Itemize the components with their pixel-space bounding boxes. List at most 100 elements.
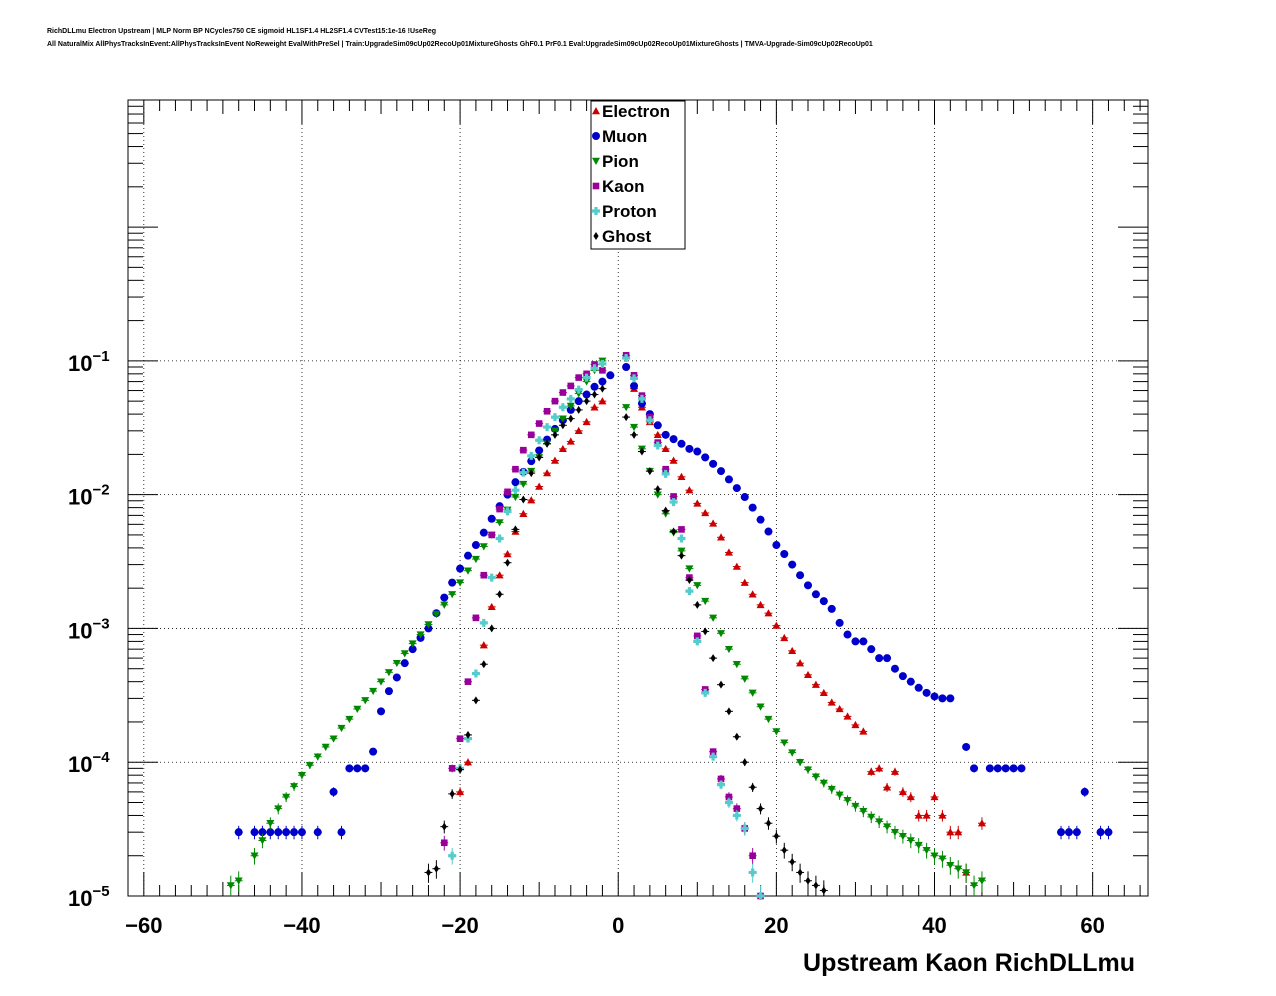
pion-marker — [724, 645, 733, 654]
ghost-marker — [528, 469, 534, 478]
electron-marker — [558, 444, 567, 453]
proton-point — [566, 394, 575, 403]
x-tick-label: −40 — [283, 913, 320, 938]
pion-point — [392, 659, 401, 668]
pion-marker — [574, 390, 583, 398]
electron-point — [938, 809, 947, 822]
data-points — [226, 352, 1113, 901]
pion-point — [266, 817, 275, 830]
muon-marker — [1064, 828, 1073, 837]
pion-point — [811, 772, 820, 781]
muon-marker — [669, 435, 678, 444]
ghost-marker — [568, 414, 574, 423]
electron-point — [535, 482, 544, 490]
proton-point — [661, 469, 670, 478]
proton-point — [685, 587, 694, 596]
pion-marker — [653, 491, 662, 499]
pion-point — [630, 423, 639, 432]
muon-marker — [1096, 828, 1105, 837]
proton-point — [487, 573, 496, 582]
proton-marker — [511, 486, 520, 495]
ghost-point — [740, 758, 749, 767]
muon-point — [938, 694, 947, 703]
electron-point — [527, 496, 536, 504]
electron-point — [859, 727, 868, 735]
ghost-marker — [781, 846, 787, 855]
pion-marker — [962, 869, 971, 877]
muon-point — [677, 439, 686, 448]
muon-marker — [985, 764, 994, 773]
electron-point — [487, 602, 496, 611]
legend-label-electron: Electron — [602, 102, 670, 121]
muon-point — [1017, 764, 1026, 773]
ghost-marker — [694, 600, 700, 609]
muon-point — [234, 825, 243, 840]
pion-point — [400, 650, 409, 658]
electron-marker — [590, 403, 599, 411]
ghost-point — [788, 853, 797, 872]
proton-point — [732, 809, 741, 822]
pion-marker — [511, 493, 520, 502]
ghost-marker — [441, 822, 447, 831]
muon-marker — [677, 439, 686, 448]
pion-point — [954, 860, 963, 879]
muon-marker — [859, 637, 868, 646]
pion-point — [890, 825, 899, 840]
muon-marker — [788, 560, 797, 569]
ghost-marker — [560, 421, 566, 430]
pion-marker — [392, 659, 401, 668]
electron-point — [693, 499, 702, 507]
muon-point — [724, 475, 733, 484]
muon-point — [1072, 825, 1081, 840]
muon-marker — [384, 687, 393, 696]
pion-marker — [693, 582, 702, 590]
muon-point — [598, 377, 607, 386]
muon-point — [811, 590, 820, 599]
electron-point — [709, 519, 718, 527]
kaon-marker — [472, 614, 480, 622]
muon-point — [297, 825, 306, 840]
series-pion — [226, 357, 986, 896]
x-tick-label: −20 — [441, 913, 478, 938]
pion-point — [962, 863, 971, 883]
proton-marker — [582, 373, 591, 382]
kaon-point — [471, 614, 480, 622]
pion-marker — [740, 675, 749, 683]
pion-marker — [938, 855, 947, 863]
kaon-marker — [448, 765, 456, 772]
ghost-marker — [670, 527, 677, 536]
ghost-point — [811, 875, 820, 896]
pion-point — [297, 771, 306, 780]
muon-point — [1080, 787, 1089, 797]
ghost-marker — [536, 453, 542, 462]
pion-point — [764, 715, 773, 724]
proton-marker — [598, 359, 607, 368]
pion-point — [432, 610, 441, 619]
muon-marker — [574, 397, 583, 406]
ghost-point — [724, 707, 733, 716]
electron-marker — [693, 499, 702, 507]
kaon-marker — [694, 632, 701, 640]
ghost-point — [551, 430, 559, 439]
ghost-point — [748, 782, 757, 792]
muon-marker — [732, 484, 741, 493]
kaon-marker — [749, 852, 756, 860]
proton-marker — [717, 780, 726, 789]
pion-point — [914, 838, 923, 854]
electron-marker — [756, 600, 765, 609]
electron-point — [740, 578, 749, 586]
pion-marker — [811, 773, 820, 781]
ghost-marker — [702, 627, 708, 636]
muon-marker — [637, 399, 646, 408]
kaon-point — [487, 531, 496, 539]
pion-marker — [226, 882, 235, 890]
pion-marker — [859, 808, 868, 816]
y-tick-labels: 10−5 10−4 10−3 10−2 10−1 — [68, 348, 110, 911]
ghost-marker — [591, 390, 598, 399]
kaon-point — [551, 397, 559, 405]
pion-point — [416, 631, 425, 639]
electron-marker — [867, 767, 876, 775]
pion-point — [977, 871, 986, 892]
muon-marker — [946, 694, 955, 703]
kaon-point — [440, 835, 449, 851]
